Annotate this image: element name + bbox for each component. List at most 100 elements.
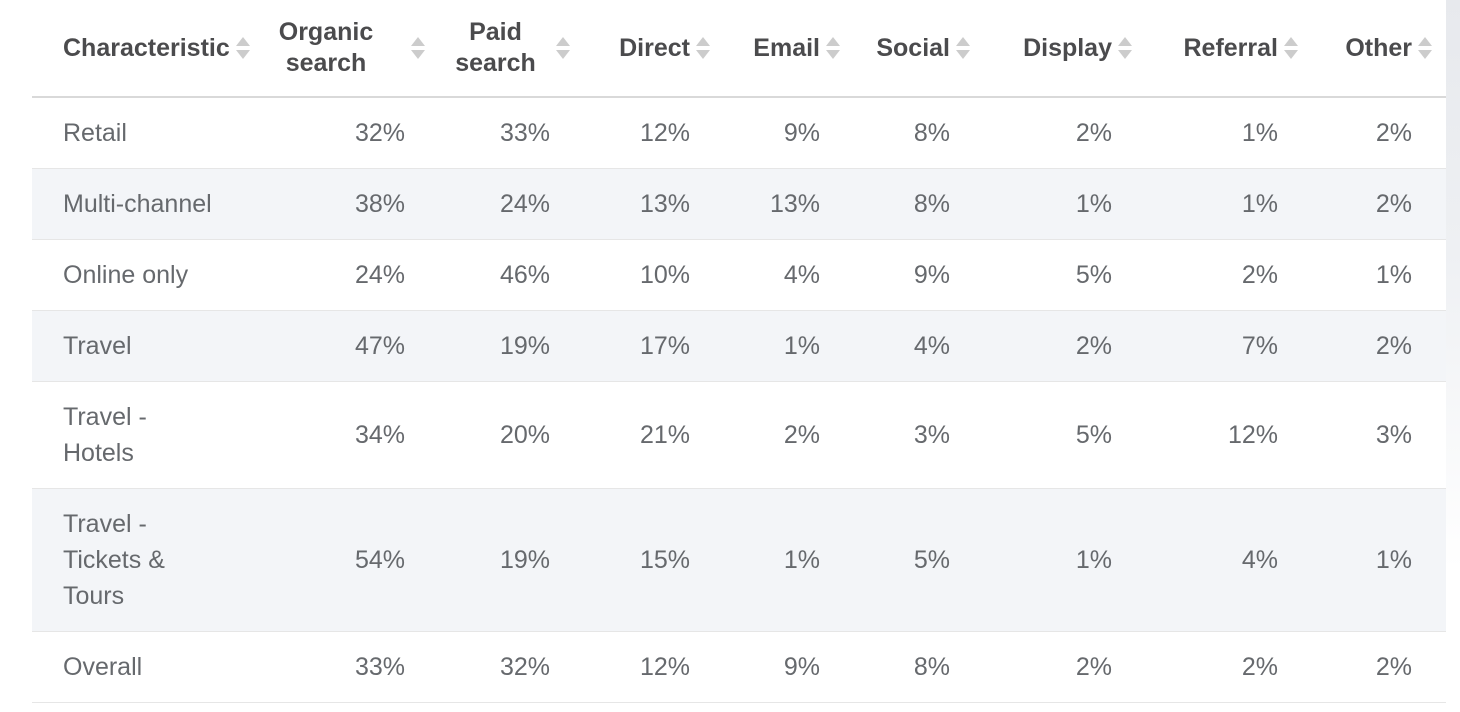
column-label: Other [1345,33,1412,62]
cell-social: 4% [913,332,950,360]
column-header-characteristic[interactable]: Characteristic [32,0,250,97]
cell-referral: 12% [1227,421,1278,449]
cell-social: 8% [913,653,950,681]
cell-other: 2% [1375,119,1412,147]
cell-social: 8% [913,190,950,218]
sort-down-arrow [956,50,970,59]
table-row: Multi-channel 38% 24% 13% 13% 8% 1% 1% 2% [32,168,1448,240]
cell-display: 1% [1075,190,1112,218]
column-label: Organic search [278,18,374,77]
cell-referral: 4% [1241,546,1278,574]
row-label: Travel - Tickets & Tours [63,510,165,610]
column-header-email[interactable]: Email [726,0,856,97]
sort-updown-icon [1284,37,1298,59]
column-header-display[interactable]: Display [986,0,1148,97]
cell-email: 1% [783,546,820,574]
sort-updown-icon [1118,37,1132,59]
cell-display: 1% [1075,546,1112,574]
column-header-other[interactable]: Other [1314,0,1448,97]
cell-organic-search: 38% [354,190,405,218]
row-label: Overall [63,653,143,681]
table-row: Travel 47% 19% 17% 1% 4% 2% 7% 2% [32,310,1448,382]
sort-down-arrow [235,50,250,59]
cell-organic-search: 54% [354,546,405,574]
cell-paid-search: 46% [499,261,550,289]
cell-social: 8% [913,119,950,147]
cell-email: 13% [769,190,820,218]
column-header-organic-search[interactable]: Organic search [247,0,441,97]
sort-up-arrow [826,37,840,46]
column-label: Direct [619,33,690,62]
sort-updown-icon [956,37,970,59]
sort-updown-icon [411,37,425,59]
column-header-direct[interactable]: Direct [586,0,726,97]
sort-up-arrow [1284,37,1298,46]
cell-email: 1% [783,332,820,360]
column-header-social[interactable]: Social [856,0,986,97]
sort-up-arrow [235,37,250,46]
cell-organic-search: 33% [354,653,405,681]
table-head: Characteristic Organic search Paid search D… [32,0,1448,97]
sort-down-arrow [696,50,710,59]
sort-up-arrow [411,37,425,46]
cell-referral: 1% [1241,119,1278,147]
cell-display: 5% [1075,421,1112,449]
sort-up-arrow [956,37,970,46]
right-edge-fade [1446,0,1460,712]
cell-other: 2% [1375,332,1412,360]
cell-other: 2% [1375,653,1412,681]
table-row: Online only 24% 46% 10% 4% 9% 5% 2% 1% [32,239,1448,311]
cell-organic-search: 47% [354,332,405,360]
cell-referral: 7% [1241,332,1278,360]
data-table: Characteristic Organic search Paid search D… [32,0,1448,703]
cell-direct: 17% [639,332,690,360]
sort-down-arrow [1118,50,1132,59]
table-row: Retail 32% 33% 12% 9% 8% 2% 1% 2% [32,97,1448,169]
cell-direct: 12% [639,653,690,681]
sort-down-arrow [556,50,570,59]
cell-email: 9% [783,119,820,147]
cell-paid-search: 19% [499,332,550,360]
sort-down-arrow [1284,50,1298,59]
cell-social: 9% [913,261,950,289]
cell-display: 2% [1075,653,1112,681]
row-label: Travel - Hotels [63,403,147,467]
cell-display: 2% [1075,119,1112,147]
cell-referral: 2% [1241,261,1278,289]
column-label: Social [876,33,950,62]
cell-paid-search: 33% [499,119,550,147]
table-row: Travel - Hotels 34% 20% 21% 2% 3% 5% 12% 3% [32,381,1448,489]
cell-email: 2% [783,421,820,449]
column-label: Display [1023,33,1112,62]
sort-up-arrow [1118,37,1132,46]
column-label: Paid search [455,18,536,77]
sort-down-arrow [411,50,425,59]
header-row: Characteristic Organic search Paid search D… [32,0,1448,97]
sort-up-arrow [696,37,710,46]
cell-email: 4% [783,261,820,289]
cell-direct: 21% [639,421,690,449]
cell-email: 9% [783,653,820,681]
cell-paid-search: 20% [499,421,550,449]
cell-organic-search: 24% [354,261,405,289]
row-label: Multi-channel [63,190,212,218]
column-label: Referral [1183,33,1279,62]
table-row: Travel - Tickets & Tours 54% 19% 15% 1% 5% 1% 4… [32,488,1448,632]
column-label: Email [753,33,820,62]
cell-direct: 10% [639,261,690,289]
column-header-paid-search[interactable]: Paid search [441,0,586,97]
sort-up-arrow [556,37,570,46]
column-header-referral[interactable]: Referral [1148,0,1314,97]
table-body: Retail 32% 33% 12% 9% 8% 2% 1% 2% Multi-channel 38… [32,97,1448,703]
sort-updown-icon [235,37,250,59]
cell-display: 5% [1075,261,1112,289]
row-label: Retail [63,119,127,147]
cell-organic-search: 32% [354,119,405,147]
cell-organic-search: 34% [354,421,405,449]
sort-down-arrow [1418,50,1432,59]
cell-direct: 13% [639,190,690,218]
column-label: Characteristic [63,33,230,62]
cell-display: 2% [1075,332,1112,360]
row-label: Travel [63,332,132,360]
cell-paid-search: 24% [499,190,550,218]
